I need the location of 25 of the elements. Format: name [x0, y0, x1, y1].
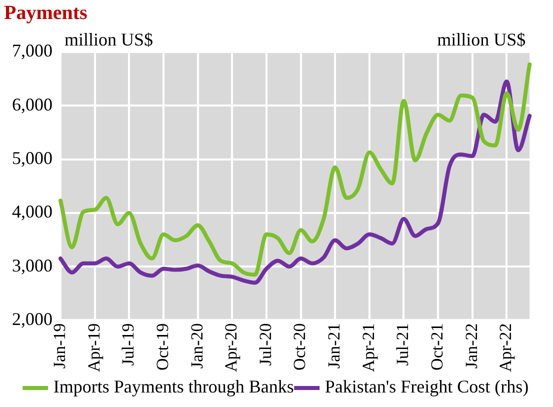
x-tick-label: Jul-21 — [393, 323, 412, 366]
x-tick-label: Oct-21 — [428, 323, 447, 370]
x-tick-label: Jul-20 — [256, 323, 275, 366]
chart-title: Payments — [4, 2, 88, 24]
legend-label: Imports Payments through Banks — [53, 376, 294, 397]
x-tick-label: Jan-21 — [324, 323, 344, 369]
x-tick-label: Apr-21 — [358, 323, 378, 372]
y-tick-label: 2,000 — [12, 308, 52, 329]
x-tick-label: Apr-22 — [496, 323, 516, 372]
x-tick-label: Jan-20 — [187, 323, 206, 369]
x-tick-label: Oct-19 — [152, 323, 172, 370]
y-tick-label: 6,000 — [12, 94, 52, 114]
x-tick-label: Apr-20 — [222, 323, 241, 372]
x-tick-label: Jul-19 — [118, 323, 138, 366]
x-tick-label: Jan-19 — [50, 323, 69, 369]
y-axis-title: million US$ — [64, 30, 154, 50]
legend-label: Pakistan's Freight Cost (rhs) — [324, 376, 529, 397]
x-tick-label: Jan-22 — [462, 323, 481, 369]
x-tick-label: Apr-19 — [84, 323, 104, 372]
y-tick-label: 7,000 — [12, 40, 52, 61]
y-tick-label: 5,000 — [12, 148, 52, 168]
x-tick-label: Oct-20 — [290, 323, 310, 370]
y-tick-label: 3,000 — [12, 255, 52, 276]
y2-axis-title: million US$ — [437, 30, 526, 50]
y-tick-label: 4,000 — [12, 202, 52, 222]
